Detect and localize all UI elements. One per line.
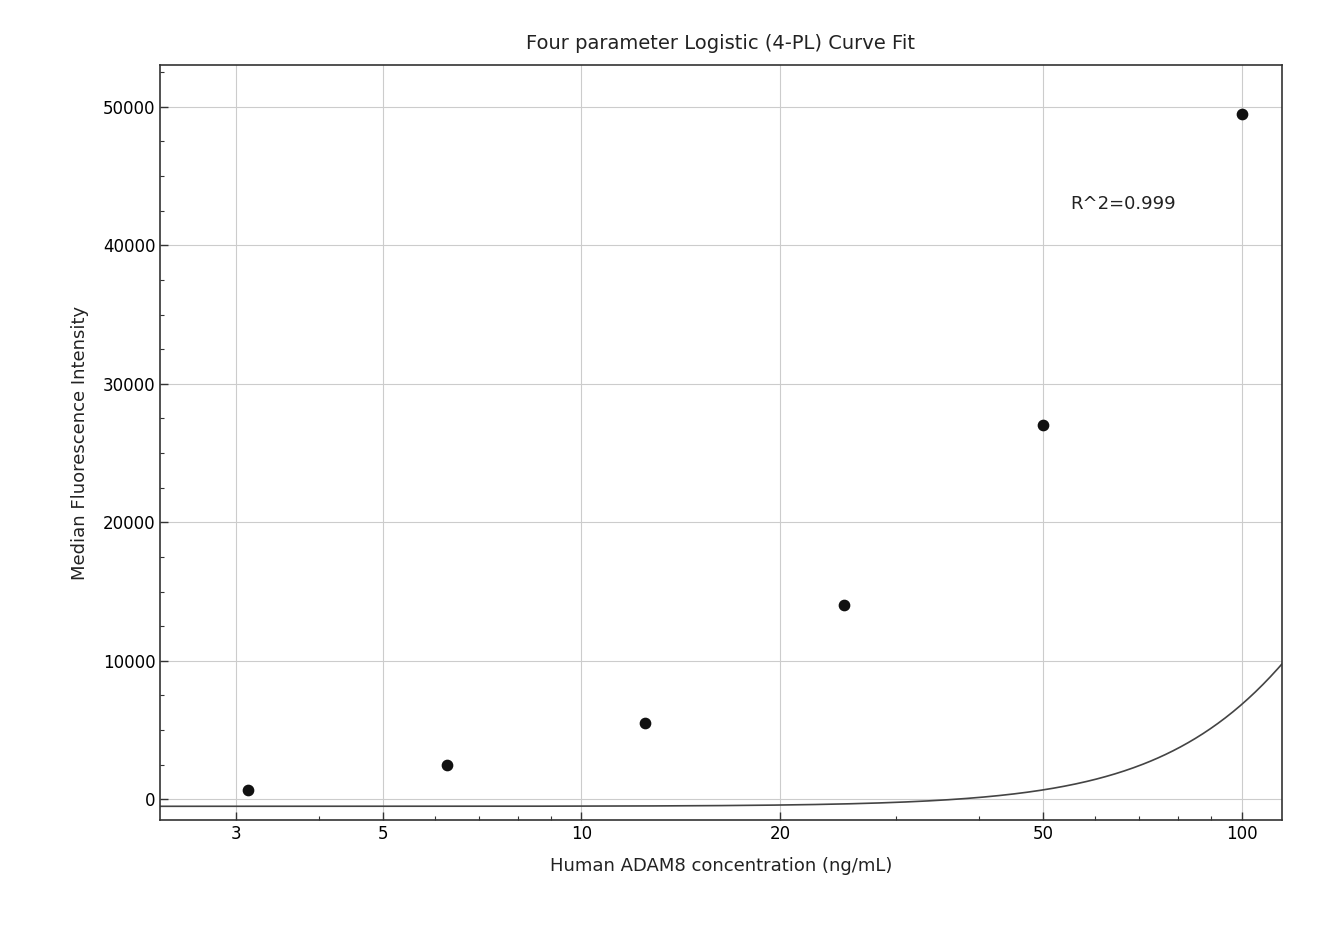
Point	[238, 782, 259, 797]
X-axis label: Human ADAM8 concentration (ng/mL): Human ADAM8 concentration (ng/mL)	[550, 857, 892, 875]
Title: Four parameter Logistic (4-PL) Curve Fit: Four parameter Logistic (4-PL) Curve Fit	[526, 34, 916, 52]
Y-axis label: Median Fluorescence Intensity: Median Fluorescence Intensity	[71, 306, 89, 580]
Text: R^2=0.999: R^2=0.999	[1071, 195, 1176, 212]
Point	[1231, 106, 1252, 121]
Point	[833, 598, 854, 613]
Point	[437, 758, 458, 773]
Point	[1032, 418, 1053, 432]
Point	[634, 716, 655, 731]
